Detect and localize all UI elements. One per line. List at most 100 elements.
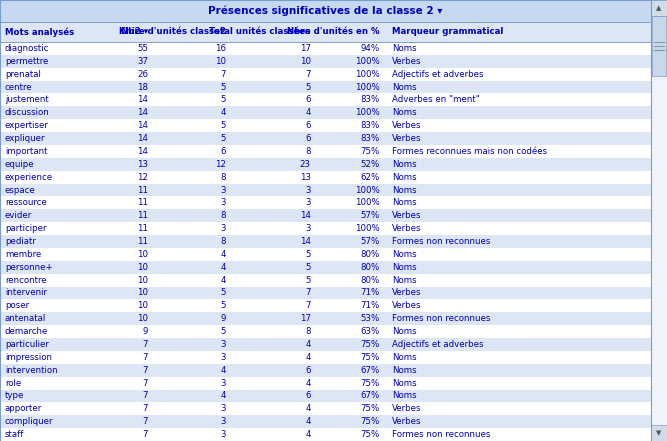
Bar	[0, 287, 651, 299]
Bar	[0, 55, 651, 68]
Text: 7: 7	[143, 392, 148, 400]
Text: 11: 11	[137, 237, 148, 246]
Text: 75%: 75%	[361, 147, 380, 156]
Text: 4: 4	[305, 108, 311, 117]
Text: 7: 7	[143, 340, 148, 349]
Text: 7: 7	[143, 430, 148, 439]
Text: Adjectifs et adverbes: Adjectifs et adverbes	[392, 340, 484, 349]
Bar	[0, 402, 651, 415]
Text: 11: 11	[137, 211, 148, 220]
Text: 9: 9	[143, 327, 148, 336]
Text: Verbes: Verbes	[392, 404, 422, 413]
Text: 3: 3	[221, 430, 226, 439]
Text: 100%: 100%	[355, 82, 380, 92]
Bar	[0, 106, 651, 119]
Text: 7: 7	[305, 301, 311, 310]
Bar	[0, 93, 651, 106]
Text: 5: 5	[305, 82, 311, 92]
Text: Noms: Noms	[392, 160, 417, 169]
Text: diagnostic: diagnostic	[5, 44, 49, 53]
Bar	[0, 377, 651, 389]
Text: 3: 3	[221, 340, 226, 349]
Bar	[0, 119, 651, 132]
Text: 18: 18	[137, 82, 148, 92]
Text: Formes non reconnues: Formes non reconnues	[392, 430, 491, 439]
Text: 12: 12	[215, 160, 226, 169]
Text: 14: 14	[299, 237, 311, 246]
Text: 6: 6	[305, 121, 311, 130]
Text: 3: 3	[305, 198, 311, 207]
Text: Noms: Noms	[392, 263, 417, 272]
Text: 10: 10	[299, 57, 311, 66]
Text: Formes non reconnues: Formes non reconnues	[392, 314, 491, 323]
Text: 100%: 100%	[355, 108, 380, 117]
Text: Khi2 ▾: Khi2 ▾	[119, 27, 148, 37]
Text: ▼: ▼	[656, 430, 662, 436]
Text: 4: 4	[305, 404, 311, 413]
Text: Verbes: Verbes	[392, 134, 422, 143]
Bar	[652, 16, 666, 76]
Text: poser: poser	[5, 301, 29, 310]
Text: discussion: discussion	[5, 108, 50, 117]
Text: 10: 10	[137, 288, 148, 298]
Bar	[0, 351, 651, 364]
Text: 4: 4	[221, 263, 226, 272]
Text: Noms: Noms	[392, 44, 417, 53]
Text: 83%: 83%	[361, 95, 380, 105]
Text: 4: 4	[221, 392, 226, 400]
Text: 67%: 67%	[361, 392, 380, 400]
Text: 5: 5	[305, 250, 311, 259]
Text: centre: centre	[5, 82, 33, 92]
Bar	[0, 222, 651, 235]
Text: 8: 8	[221, 172, 226, 182]
Text: Noms: Noms	[392, 198, 417, 207]
Text: 6: 6	[221, 147, 226, 156]
Text: type: type	[5, 392, 24, 400]
Bar	[0, 42, 651, 55]
Text: 9: 9	[221, 314, 226, 323]
Bar	[0, 171, 651, 183]
Text: Noms: Noms	[392, 250, 417, 259]
Text: 83%: 83%	[361, 134, 380, 143]
Text: 11: 11	[137, 198, 148, 207]
Text: participer: participer	[5, 224, 47, 233]
Text: 6: 6	[305, 95, 311, 105]
Text: Noms: Noms	[392, 353, 417, 362]
Text: Total unités classées: Total unités classées	[209, 27, 311, 37]
Text: experience: experience	[5, 172, 53, 182]
Text: 100%: 100%	[355, 198, 380, 207]
Text: antenatal: antenatal	[5, 314, 46, 323]
Text: 4: 4	[305, 430, 311, 439]
Text: 17: 17	[299, 314, 311, 323]
Text: 4: 4	[305, 417, 311, 426]
Bar	[0, 325, 651, 338]
Text: Noms: Noms	[392, 108, 417, 117]
Bar	[651, 425, 667, 441]
Bar	[0, 389, 651, 402]
Text: 7: 7	[221, 70, 226, 78]
Bar	[0, 364, 651, 377]
Bar	[0, 158, 651, 171]
Text: 75%: 75%	[361, 340, 380, 349]
Text: 8: 8	[305, 327, 311, 336]
Text: 100%: 100%	[355, 57, 380, 66]
Text: Formes reconnues mais non codées: Formes reconnues mais non codées	[392, 147, 548, 156]
Text: 26: 26	[137, 70, 148, 78]
Bar	[0, 428, 651, 441]
Text: 80%: 80%	[361, 276, 380, 284]
Text: intervenir: intervenir	[5, 288, 47, 298]
Text: 75%: 75%	[361, 430, 380, 439]
Text: 14: 14	[137, 108, 148, 117]
Text: 94%: 94%	[361, 44, 380, 53]
Text: 3: 3	[221, 378, 226, 388]
Text: ressource: ressource	[5, 198, 47, 207]
Text: 23: 23	[299, 160, 311, 169]
Bar	[0, 209, 651, 222]
Bar	[651, 0, 667, 441]
Text: 7: 7	[305, 70, 311, 78]
Text: 4: 4	[305, 353, 311, 362]
Text: 14: 14	[299, 211, 311, 220]
Text: compliquer: compliquer	[5, 417, 53, 426]
Text: justement: justement	[5, 95, 49, 105]
Text: pediatr: pediatr	[5, 237, 36, 246]
